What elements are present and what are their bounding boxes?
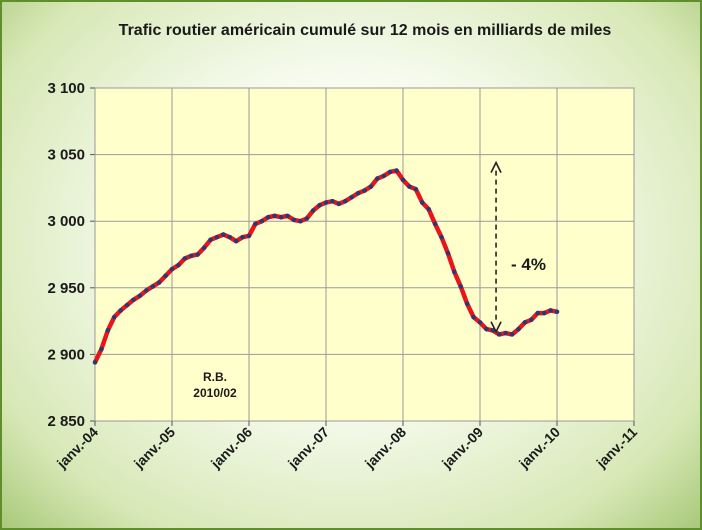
data-point bbox=[522, 320, 528, 325]
x-tick-label: janv.-09 bbox=[438, 424, 486, 472]
data-point bbox=[272, 213, 277, 219]
data-point bbox=[278, 214, 284, 220]
data-point bbox=[336, 201, 342, 207]
data-point bbox=[432, 221, 438, 227]
data-point bbox=[323, 200, 329, 205]
data-point bbox=[375, 176, 380, 181]
data-point bbox=[349, 194, 354, 200]
data-point bbox=[221, 232, 226, 237]
data-point bbox=[111, 314, 117, 320]
y-tick-label: 3 050 bbox=[47, 147, 85, 164]
data-point bbox=[452, 269, 457, 275]
data-point bbox=[548, 308, 553, 313]
data-point bbox=[131, 297, 136, 303]
data-point bbox=[227, 234, 233, 240]
data-point bbox=[214, 234, 220, 240]
data-point bbox=[118, 308, 123, 313]
data-point bbox=[150, 284, 156, 289]
data-point bbox=[426, 206, 431, 212]
data-point bbox=[99, 346, 104, 352]
data-point bbox=[458, 284, 464, 289]
x-tick-label: janv.-07 bbox=[284, 424, 332, 472]
data-point bbox=[413, 186, 419, 192]
data-point bbox=[381, 173, 387, 179]
data-point bbox=[163, 273, 168, 279]
data-point bbox=[298, 218, 303, 224]
data-point bbox=[535, 310, 541, 316]
data-point bbox=[253, 221, 258, 227]
data-point bbox=[176, 262, 181, 268]
change-arrow-head-up bbox=[490, 160, 502, 173]
y-tick-label: 2 950 bbox=[47, 280, 85, 297]
data-point bbox=[330, 198, 335, 204]
data-point bbox=[529, 317, 534, 323]
data-point bbox=[285, 213, 290, 219]
data-point bbox=[355, 190, 361, 196]
data-point bbox=[445, 250, 451, 256]
data-point bbox=[407, 184, 412, 189]
change-label: - 4% bbox=[511, 255, 546, 274]
data-point bbox=[304, 216, 310, 221]
data-point bbox=[471, 314, 476, 320]
data-point bbox=[394, 168, 399, 173]
data-point bbox=[496, 332, 502, 337]
data-point bbox=[368, 184, 374, 189]
data-point bbox=[484, 326, 489, 332]
data-point bbox=[137, 293, 143, 299]
data-point bbox=[156, 280, 162, 285]
data-point bbox=[246, 233, 252, 239]
y-tick-label: 3 000 bbox=[47, 213, 85, 230]
x-tick-label: janv.-08 bbox=[361, 424, 409, 472]
data-point bbox=[439, 234, 444, 240]
data-point bbox=[195, 252, 200, 257]
y-tick-label: 2 900 bbox=[47, 346, 85, 363]
data-point bbox=[464, 301, 470, 307]
data-point bbox=[144, 288, 149, 293]
change-arrow-head-down bbox=[490, 321, 502, 334]
data-point bbox=[182, 256, 188, 261]
data-point bbox=[503, 330, 508, 336]
x-tick-label: janv.-06 bbox=[207, 424, 255, 472]
data-point bbox=[169, 266, 175, 272]
date-label: 2010/02 bbox=[193, 386, 237, 400]
y-tick-label: 3 100 bbox=[47, 80, 85, 97]
data-point bbox=[259, 218, 265, 224]
author-label: R.B. bbox=[203, 370, 227, 384]
x-tick-label: janv.-10 bbox=[515, 424, 563, 472]
data-point bbox=[317, 202, 322, 208]
y-tick-label: 2 850 bbox=[47, 413, 85, 430]
data-point bbox=[362, 188, 367, 193]
data-point bbox=[554, 309, 560, 315]
chart-title: Trafic routier américain cumulé sur 12 m… bbox=[118, 22, 612, 39]
data-point bbox=[291, 217, 297, 223]
data-point bbox=[342, 198, 348, 204]
data-point bbox=[92, 360, 98, 365]
data-point bbox=[400, 177, 406, 183]
x-tick-label: janv.-05 bbox=[130, 424, 178, 472]
data-point bbox=[387, 169, 393, 175]
data-point bbox=[105, 328, 111, 333]
plot-area bbox=[94, 87, 635, 422]
data-point bbox=[310, 208, 316, 213]
data-point bbox=[516, 326, 521, 332]
x-tick-label: janv.-11 bbox=[593, 424, 641, 472]
data-point bbox=[509, 332, 515, 337]
x-tick-label: janv.-04 bbox=[53, 424, 101, 472]
data-point bbox=[240, 234, 245, 240]
data-point bbox=[419, 200, 425, 205]
data-point bbox=[201, 245, 207, 251]
data-point bbox=[188, 253, 194, 259]
data-point bbox=[265, 214, 271, 220]
data-point bbox=[208, 237, 213, 243]
data-point bbox=[477, 320, 483, 325]
data-point bbox=[541, 310, 547, 316]
data-point bbox=[233, 238, 239, 244]
data-point bbox=[124, 302, 130, 308]
